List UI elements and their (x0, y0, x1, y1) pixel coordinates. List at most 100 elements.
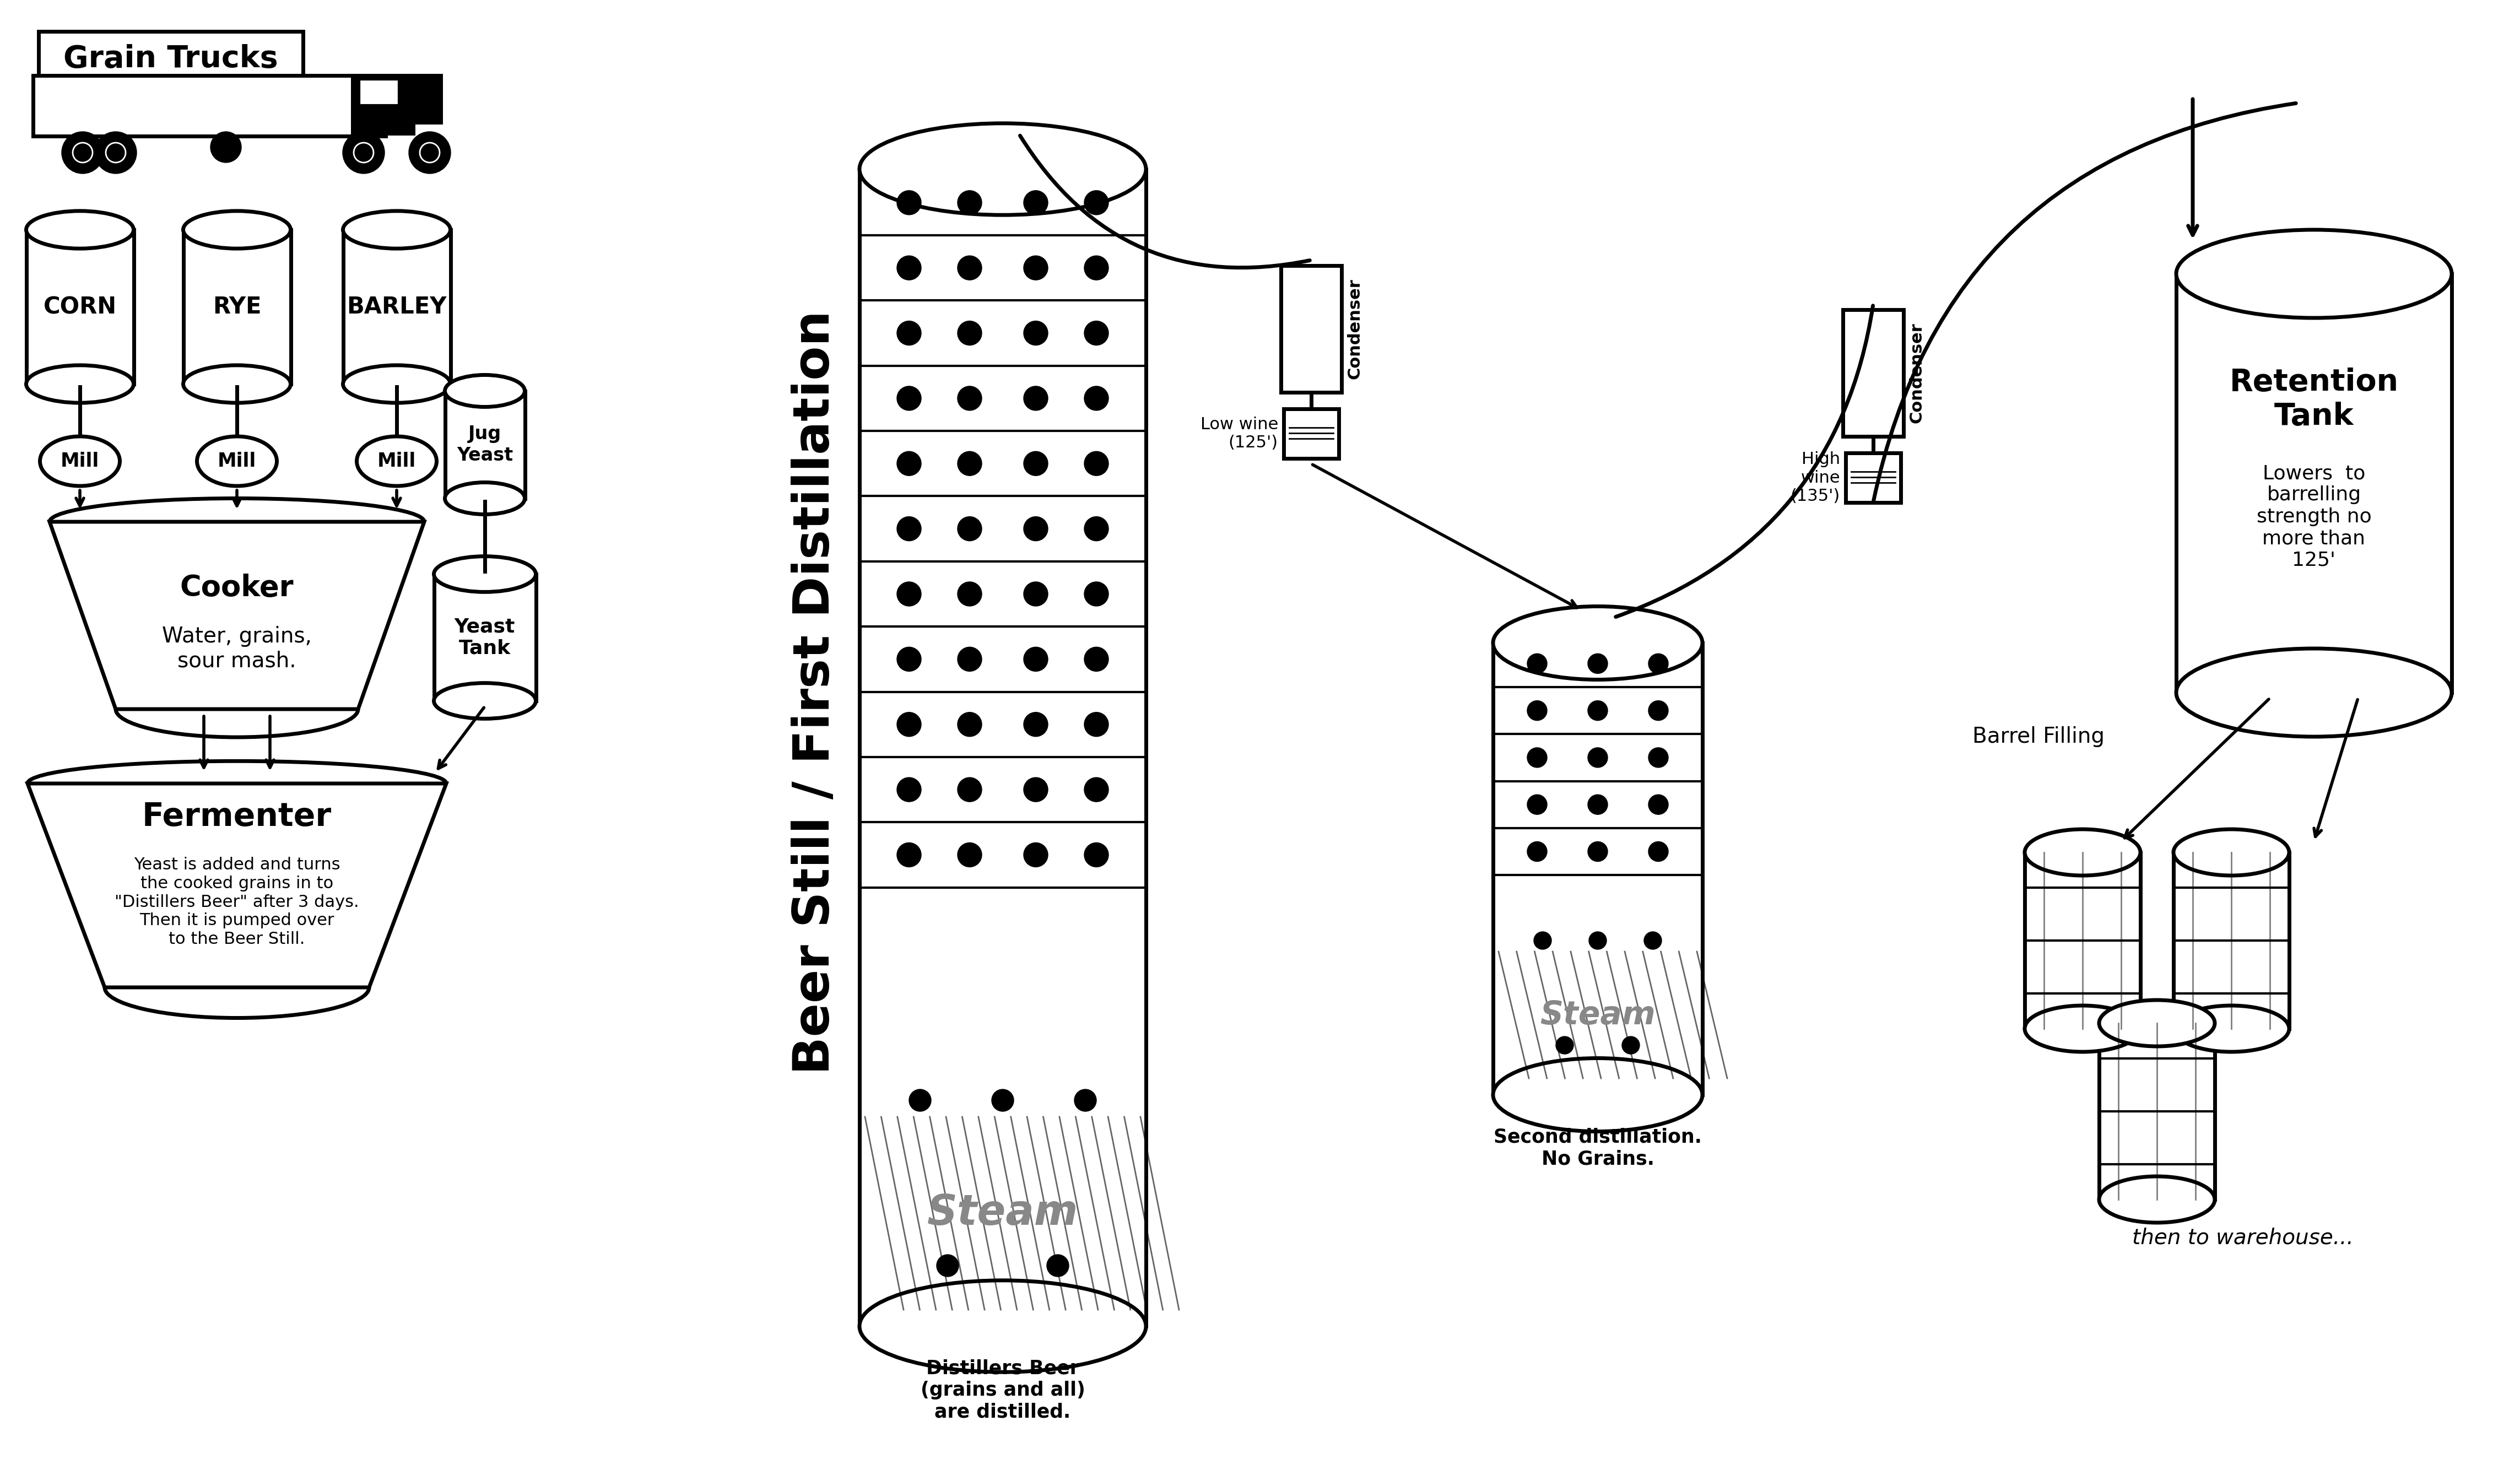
Bar (2177, 274, 2452, 693)
Circle shape (1084, 842, 1109, 867)
Circle shape (958, 386, 983, 410)
Circle shape (1084, 386, 1109, 410)
Circle shape (937, 1255, 958, 1277)
Text: Steam: Steam (1540, 999, 1656, 1031)
Circle shape (73, 143, 93, 162)
Text: Cooker: Cooker (179, 574, 295, 602)
Circle shape (1084, 190, 1109, 215)
Text: High
wine
(135'): High wine (135') (1789, 451, 1840, 504)
Ellipse shape (1492, 1058, 1704, 1131)
Text: RYE: RYE (212, 295, 262, 319)
Circle shape (1023, 648, 1048, 671)
Circle shape (993, 1090, 1013, 1111)
Circle shape (1588, 748, 1608, 767)
Bar (360, 81, 396, 103)
Bar (184, 230, 290, 384)
Ellipse shape (184, 366, 290, 403)
Bar (1280, 265, 1341, 392)
Circle shape (897, 842, 922, 867)
Bar (33, 75, 353, 136)
Ellipse shape (446, 482, 524, 515)
Circle shape (1023, 255, 1048, 280)
Circle shape (958, 516, 983, 541)
Circle shape (1023, 386, 1048, 410)
Bar (1283, 409, 1338, 459)
Bar (433, 574, 537, 701)
Text: then to warehouse...: then to warehouse... (2132, 1227, 2354, 1248)
Ellipse shape (2177, 230, 2452, 319)
Text: Yeast is added and turns
the cooked grains in to
"Distillers Beer" after 3 days.: Yeast is added and turns the cooked grai… (116, 857, 360, 947)
Ellipse shape (197, 437, 277, 485)
Text: Jug
Yeast: Jug Yeast (456, 425, 514, 465)
Circle shape (1527, 748, 1547, 767)
Text: Steam: Steam (927, 1193, 1079, 1233)
Bar (1842, 310, 1903, 437)
Polygon shape (50, 522, 423, 709)
Text: Condenser: Condenser (1910, 323, 1925, 423)
Circle shape (1527, 842, 1547, 861)
Bar (1492, 643, 1704, 1094)
Circle shape (958, 190, 983, 215)
Circle shape (212, 131, 242, 162)
Bar (353, 75, 413, 133)
Ellipse shape (2099, 1000, 2215, 1046)
Ellipse shape (859, 124, 1147, 215)
Text: CORN: CORN (43, 295, 116, 319)
Text: Fermenter: Fermenter (141, 801, 333, 832)
Circle shape (1588, 653, 1608, 674)
Bar (1845, 453, 1900, 503)
Circle shape (897, 712, 922, 736)
Ellipse shape (40, 437, 121, 485)
Circle shape (897, 777, 922, 802)
Ellipse shape (859, 1280, 1147, 1372)
Circle shape (1023, 842, 1048, 867)
Circle shape (1643, 932, 1661, 950)
Ellipse shape (2172, 829, 2288, 876)
Ellipse shape (25, 211, 134, 249)
Ellipse shape (343, 211, 451, 249)
Ellipse shape (2099, 1177, 2215, 1223)
Circle shape (1084, 777, 1109, 802)
Circle shape (1074, 1090, 1096, 1111)
Circle shape (897, 516, 922, 541)
Circle shape (1023, 190, 1048, 215)
Circle shape (1588, 842, 1608, 861)
Circle shape (1084, 255, 1109, 280)
Circle shape (1588, 701, 1608, 720)
Circle shape (897, 190, 922, 215)
Circle shape (1648, 653, 1668, 674)
Ellipse shape (2024, 1006, 2139, 1052)
Circle shape (910, 1090, 930, 1111)
Text: Mill: Mill (217, 451, 257, 471)
Text: Retention
Tank: Retention Tank (2230, 367, 2399, 432)
Bar (38, 31, 302, 87)
Ellipse shape (2172, 1006, 2288, 1052)
Circle shape (1623, 1037, 1641, 1055)
Circle shape (897, 581, 922, 606)
Circle shape (1023, 581, 1048, 606)
Bar (2024, 853, 2139, 1028)
Bar (2172, 853, 2288, 1028)
Circle shape (1023, 451, 1048, 475)
Circle shape (60, 131, 103, 174)
Text: Low wine
(125'): Low wine (125') (1200, 416, 1278, 451)
Ellipse shape (433, 683, 537, 718)
Circle shape (958, 777, 983, 802)
Text: Barrel Filling: Barrel Filling (1973, 726, 2104, 748)
Circle shape (897, 322, 922, 345)
Ellipse shape (433, 556, 537, 591)
Circle shape (897, 648, 922, 671)
Bar (25, 230, 134, 384)
Circle shape (1084, 322, 1109, 345)
Text: Beer Still / First Distillation: Beer Still / First Distillation (791, 311, 839, 1075)
Circle shape (1023, 322, 1048, 345)
Bar (2099, 1024, 2215, 1199)
Text: Lowers  to
barrelling
strength no
more than
125': Lowers to barrelling strength no more th… (2255, 465, 2371, 569)
Circle shape (1527, 795, 1547, 814)
Ellipse shape (1492, 606, 1704, 680)
Circle shape (958, 581, 983, 606)
Text: Condenser: Condenser (1348, 279, 1363, 379)
Bar (413, 75, 441, 122)
Ellipse shape (446, 375, 524, 407)
Ellipse shape (2024, 829, 2139, 876)
